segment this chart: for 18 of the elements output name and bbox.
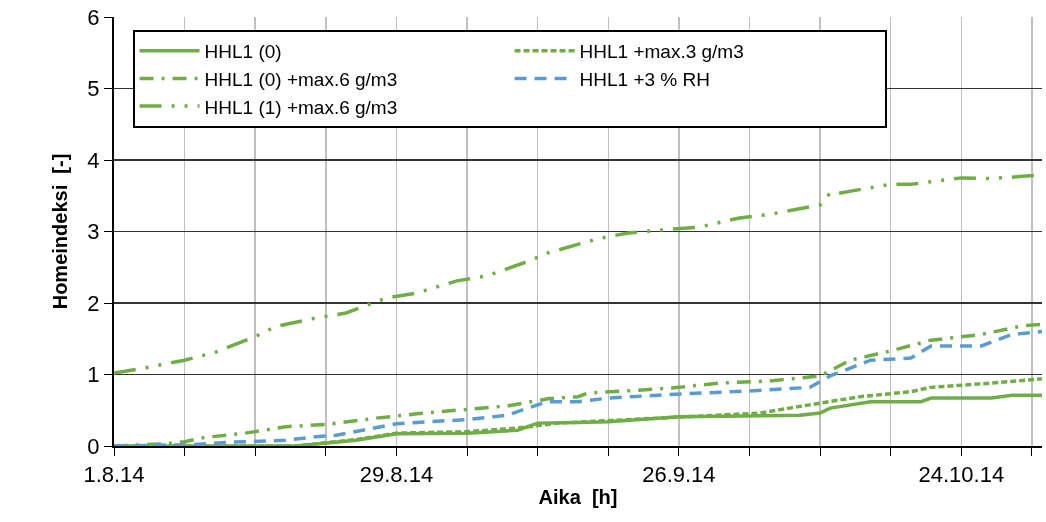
legend-label: HHL1 (1) +max.6 g/m3 <box>204 96 398 118</box>
x-tick-label: 29.8.14 <box>359 462 434 488</box>
legend-label: HHL1 +3 % RH <box>579 68 710 90</box>
y-tick-label: 2 <box>87 290 100 316</box>
legend-label: HHL1 +max.3 g/m3 <box>579 41 744 63</box>
y-axis-title: Homeindeksi [-] <box>49 153 72 310</box>
y-tick-label: 5 <box>87 76 100 102</box>
x-tick-label: 24.10.14 <box>918 462 1005 488</box>
legend-label: HHL1 (0) +max.6 g/m3 <box>204 68 398 90</box>
y-tick-label: 3 <box>87 219 100 245</box>
x-tick-label: 26.9.14 <box>642 462 716 488</box>
y-tick-label: 4 <box>87 147 100 173</box>
legend-label: HHL1 (0) <box>204 41 282 63</box>
x-tick-label: 1.8.14 <box>83 462 145 488</box>
y-tick-label: 1 <box>87 362 100 388</box>
y-tick-label: 6 <box>87 4 100 30</box>
y-tick-label: 0 <box>87 433 100 459</box>
x-axis-title: Aika [h] <box>538 486 618 509</box>
